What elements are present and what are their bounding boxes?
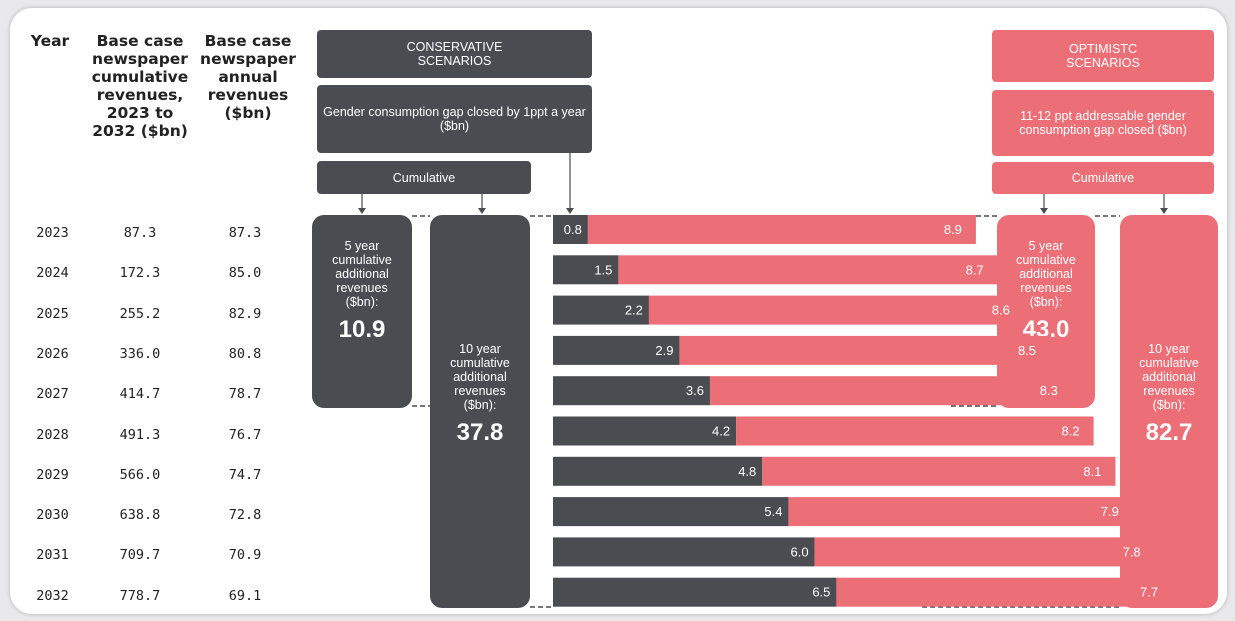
- table-cumulative-2027: 414.7: [119, 386, 161, 403]
- bar-optimistic-2023: [587, 215, 976, 244]
- bar-conservative-2025: [553, 295, 649, 325]
- optimistic-five-year-label: 5 year cumulative additional revenues ($…: [1016, 239, 1076, 309]
- connectors: [358, 153, 1168, 608]
- conservative-desc-box: Gender consumption gap closed by 1ppt a …: [317, 85, 592, 153]
- bar-optimistic-2028: [736, 416, 1094, 446]
- conservative-five-year-label: 5 year cumulative additional revenues ($…: [332, 239, 392, 309]
- table-cumulative-2023: 87.3: [123, 225, 157, 241]
- arrow-conservative-ten-head: [478, 208, 486, 214]
- optimistic-desc-box: 11-12 ppt addressable gender consumption…: [992, 90, 1214, 156]
- bar-conservative-2024: [553, 255, 619, 285]
- bar-optimistic-2025: [648, 295, 1024, 325]
- conservative-title: CONSERVATIVE SCENARIOS: [406, 40, 503, 68]
- table-annual-2032: 69.1: [228, 587, 262, 604]
- label-optimistic-2023: 8.9: [944, 222, 962, 237]
- bar-optimistic-2027: [709, 376, 1072, 406]
- table-cumulative-2026: 336.0: [119, 345, 161, 362]
- optimistic-cumulative-label: Cumulative: [1071, 171, 1135, 185]
- bar-conservative-2026: [553, 335, 680, 365]
- conservative-title-box: CONSERVATIVE SCENARIOS: [317, 30, 592, 78]
- bar-conservative-2031: [553, 537, 815, 567]
- table-annual-2024: 85.0: [228, 265, 262, 282]
- table-cumulative-2029: 566.0: [119, 466, 161, 483]
- label-conservative-2025: 2.2: [625, 303, 643, 318]
- bar-conservative-2028: [553, 416, 737, 446]
- table-year-2030: 2030: [36, 507, 69, 524]
- arrow-conservative-bars-head: [566, 208, 574, 214]
- table-year-2028: 2028: [36, 426, 69, 443]
- table-annual-2026: 80.8: [228, 345, 262, 362]
- table-annual-2027: 78.7: [228, 386, 262, 403]
- optimistic-title-box: OPTIMISTC SCENARIOS: [992, 30, 1214, 82]
- bar-optimistic-2024: [618, 255, 998, 285]
- conservative-ten-year-label: 10 year cumulative additional revenues (…: [450, 342, 510, 412]
- table-cumulative-2024: 172.3: [119, 265, 161, 282]
- label-optimistic-2031: 7.8: [1123, 544, 1141, 559]
- table-cumulative-2028: 491.3: [119, 426, 161, 443]
- label-optimistic-2028: 8.2: [1062, 424, 1080, 439]
- label-optimistic-2029: 8.1: [1083, 464, 1101, 479]
- label-conservative-2023: 0.8: [564, 222, 582, 237]
- optimistic-cumulative-box: Cumulative: [992, 162, 1214, 194]
- label-optimistic-2026: 8.5: [1018, 343, 1036, 358]
- table-annual-2029: 74.7: [228, 466, 262, 483]
- label-optimistic-2032: 7.7: [1140, 585, 1158, 600]
- arrow-optimistic-ten-head: [1160, 208, 1168, 214]
- arrow-conservative-five-head: [358, 208, 366, 214]
- optimistic-title: OPTIMISTC SCENARIOS: [1066, 42, 1140, 70]
- optimistic-ten-year-label: 10 year cumulative additional revenues (…: [1139, 342, 1199, 412]
- table-year-2024: 2024: [36, 265, 69, 282]
- table-cumulative-2032: 778.7: [119, 587, 161, 604]
- table-year-2032: 2032: [36, 587, 69, 604]
- conservative-cumulative-label: Cumulative: [392, 170, 456, 185]
- label-optimistic-2024: 8.7: [966, 262, 984, 277]
- table-annual-2023: 87.3: [228, 225, 262, 241]
- bar-conservative-2023: [553, 215, 588, 244]
- bar-optimistic-2031: [814, 537, 1155, 567]
- conservative-five-year-box: 5 year cumulative additional revenues ($…: [312, 215, 412, 408]
- bar-optimistic-2030: [788, 497, 1133, 527]
- bar-optimistic-2029: [762, 456, 1116, 486]
- label-optimistic-2027: 8.3: [1040, 383, 1058, 398]
- table-year-2027: 2027: [36, 386, 69, 403]
- label-conservative-2032: 6.5: [812, 585, 830, 600]
- label-conservative-2030: 5.4: [764, 504, 782, 519]
- label-conservative-2027: 3.6: [686, 383, 704, 398]
- bar-group: 0.8 8.9 1.5 8.7 2.2 8.6 2.9 8.5 3.6 8.3 4.2 8.2 4.8 8…: [553, 215, 1173, 607]
- table-year-2026: 2026: [36, 345, 69, 362]
- table-annual-2028: 76.7: [228, 426, 262, 443]
- optimistic-desc: 11-12 ppt addressable gender consumption…: [1019, 109, 1187, 137]
- table-year-2023: 2023: [36, 225, 69, 241]
- header-annual: Base case newspaper annual revenues ($bn…: [200, 32, 296, 122]
- label-conservative-2031: 6.0: [791, 544, 809, 559]
- table-annual-2031: 70.9: [228, 547, 262, 564]
- conservative-ten-year-box: 10 year cumulative additional revenues (…: [430, 215, 530, 608]
- bar-optimistic-2032: [836, 577, 1173, 607]
- label-conservative-2024: 1.5: [594, 262, 612, 277]
- table-year-2025: 2025: [36, 305, 69, 322]
- arrow-optimistic-five-head: [1040, 208, 1048, 214]
- label-conservative-2028: 4.2: [712, 424, 730, 439]
- table-cumulative-2025: 255.2: [119, 305, 161, 322]
- label-optimistic-2025: 8.6: [992, 303, 1010, 318]
- label-conservative-2026: 2.9: [655, 343, 673, 358]
- bar-conservative-2027: [553, 376, 710, 406]
- bar-conservative-2029: [553, 456, 763, 486]
- table-annual-2025: 82.9: [228, 305, 262, 322]
- table-cumulative-2030: 638.8: [119, 507, 161, 524]
- label-conservative-2029: 4.8: [738, 464, 756, 479]
- label-optimistic-2030: 7.9: [1101, 504, 1119, 519]
- table-year-2031: 2031: [36, 547, 69, 564]
- header-year: Year: [30, 32, 70, 50]
- bar-conservative-2032: [553, 577, 837, 607]
- conservative-cumulative-box: Cumulative: [317, 161, 531, 194]
- bar-optimistic-2026: [679, 335, 1051, 365]
- table-year-2029: 2029: [36, 466, 69, 483]
- conservative-desc: Gender consumption gap closed by 1ppt a …: [323, 105, 586, 133]
- table-cumulative-2031: 709.7: [119, 547, 161, 564]
- bar-conservative-2030: [553, 497, 789, 527]
- header-cumulative: Base case newspaper cumulative revenues,…: [91, 32, 189, 140]
- table-annual-2030: 72.8: [228, 507, 262, 524]
